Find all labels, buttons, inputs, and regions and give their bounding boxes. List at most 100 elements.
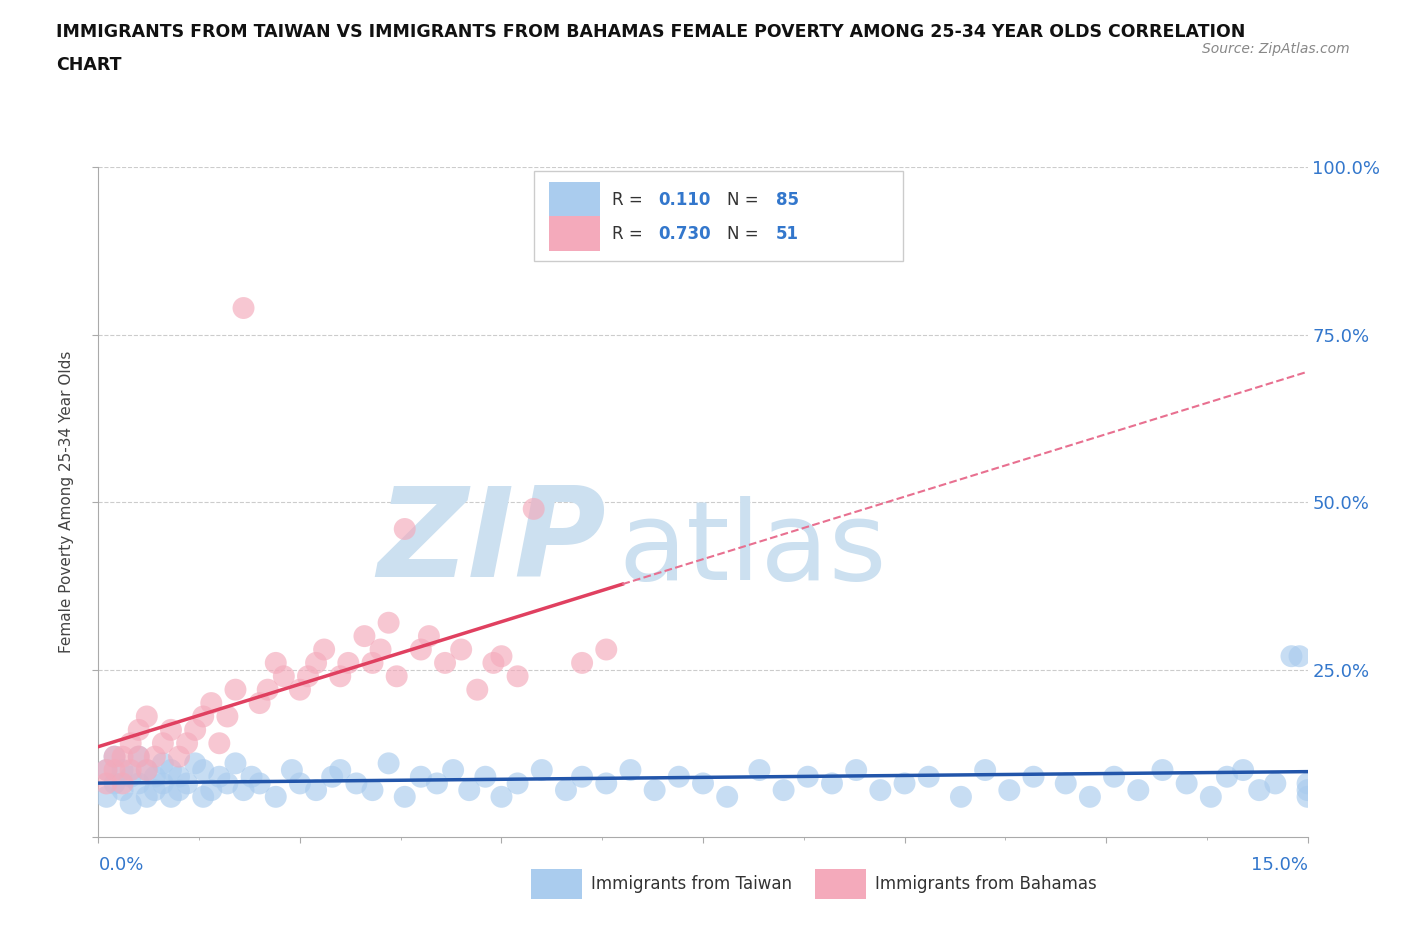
Point [377, 616, 399, 631]
Point [103, 776, 125, 790]
Point [176, 776, 198, 790]
Point [491, 649, 513, 664]
Point [385, 669, 408, 684]
Point [128, 750, 150, 764]
Point [96, 763, 118, 777]
Point [128, 750, 150, 764]
Point [1296, 776, 1319, 790]
Point [797, 769, 820, 784]
Point [160, 790, 183, 804]
Point [96, 790, 118, 804]
Point [167, 769, 190, 784]
Point [344, 776, 367, 790]
Point [152, 776, 174, 790]
Point [135, 790, 157, 804]
Point [256, 683, 278, 698]
Text: ZIP: ZIP [378, 482, 606, 603]
Text: 15.0%: 15.0% [1250, 856, 1308, 873]
Point [120, 769, 142, 784]
Point [217, 776, 239, 790]
Point [143, 783, 166, 798]
Point [224, 683, 246, 698]
Point [1232, 763, 1254, 777]
Point [1296, 783, 1319, 798]
Point [1102, 769, 1125, 784]
Point [288, 683, 311, 698]
Point [821, 776, 844, 790]
Point [361, 783, 384, 798]
Point [273, 669, 295, 684]
Text: IMMIGRANTS FROM TAIWAN VS IMMIGRANTS FROM BAHAMAS FEMALE POVERTY AMONG 25-34 YEA: IMMIGRANTS FROM TAIWAN VS IMMIGRANTS FRO… [56, 23, 1246, 41]
Point [949, 790, 972, 804]
Point [571, 769, 593, 784]
Point [1281, 649, 1303, 664]
Point [1022, 769, 1045, 784]
Point [305, 656, 328, 671]
FancyBboxPatch shape [534, 171, 903, 261]
Point [305, 783, 328, 798]
Point [692, 776, 714, 790]
Point [143, 769, 166, 784]
Point [668, 769, 690, 784]
Point [152, 736, 174, 751]
Point [394, 522, 416, 537]
Point [111, 776, 134, 790]
Point [264, 656, 287, 671]
Text: N =: N = [727, 191, 763, 208]
Point [184, 756, 207, 771]
Point [441, 763, 464, 777]
Point [394, 790, 416, 804]
Point [111, 763, 134, 777]
Point [152, 756, 174, 771]
Point [1249, 783, 1271, 798]
Y-axis label: Female Poverty Among 25-34 Year Olds: Female Poverty Among 25-34 Year Olds [59, 351, 75, 654]
Point [193, 763, 215, 777]
Point [135, 709, 157, 724]
Point [506, 776, 529, 790]
Point [530, 763, 553, 777]
Point [249, 696, 271, 711]
Point [595, 776, 617, 790]
Point [434, 656, 457, 671]
Point [111, 750, 134, 764]
FancyBboxPatch shape [531, 870, 582, 898]
Point [193, 709, 215, 724]
Point [96, 763, 118, 777]
Point [1264, 776, 1286, 790]
Text: Immigrants from Bahamas: Immigrants from Bahamas [875, 875, 1097, 893]
Point [329, 763, 352, 777]
Point [184, 723, 207, 737]
Point [998, 783, 1021, 798]
Point [482, 656, 505, 671]
Text: 0.730: 0.730 [658, 225, 711, 243]
Text: R =: R = [613, 225, 648, 243]
Point [208, 769, 231, 784]
Point [120, 796, 142, 811]
Point [418, 629, 440, 644]
Point [176, 736, 198, 751]
Point [361, 656, 384, 671]
Point [1216, 769, 1239, 784]
Point [893, 776, 915, 790]
Point [200, 783, 222, 798]
Point [409, 769, 432, 784]
Point [200, 696, 222, 711]
Point [918, 769, 941, 784]
Point [128, 723, 150, 737]
Point [224, 756, 246, 771]
Point [571, 656, 593, 671]
Point [370, 642, 392, 657]
Text: R =: R = [613, 191, 648, 208]
Text: 85: 85 [776, 191, 799, 208]
Text: CHART: CHART [56, 56, 122, 73]
Point [409, 642, 432, 657]
Point [474, 769, 496, 784]
Point [232, 783, 254, 798]
Point [458, 783, 481, 798]
Point [1078, 790, 1101, 804]
Text: 51: 51 [776, 225, 799, 243]
Point [1288, 649, 1310, 664]
Point [143, 750, 166, 764]
Point [772, 783, 794, 798]
Point [1054, 776, 1077, 790]
